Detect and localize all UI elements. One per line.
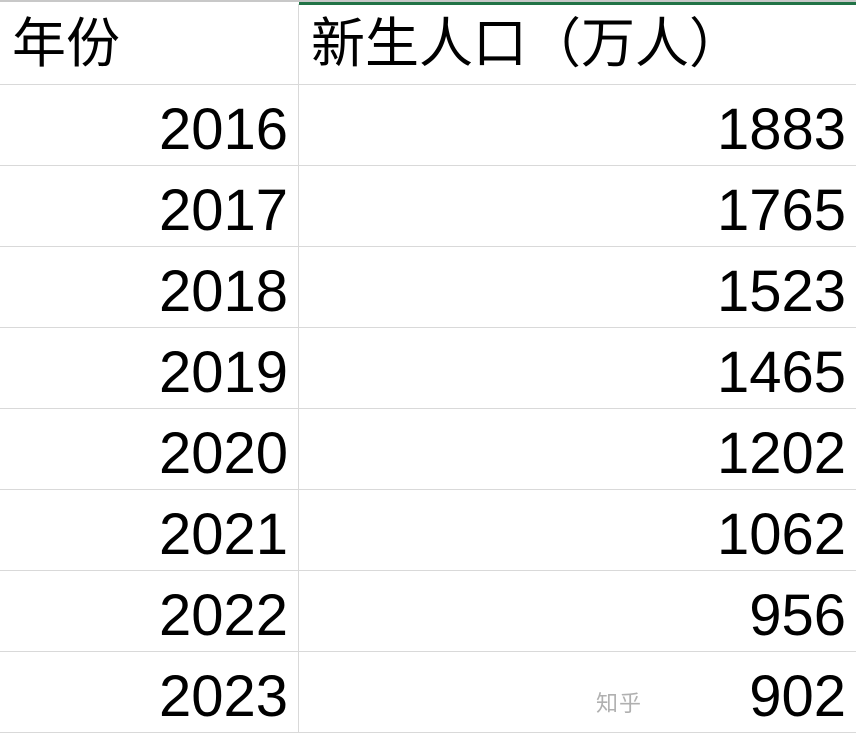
- table-row: 2016 1883: [0, 85, 856, 166]
- table-row: 2017 1765: [0, 166, 856, 247]
- table-row: 2021 1062: [0, 490, 856, 571]
- table-row: 2023 902: [0, 652, 856, 733]
- cell-births[interactable]: 1765: [716, 178, 846, 243]
- cell-births[interactable]: 902: [749, 664, 846, 729]
- cell-births[interactable]: 1202: [716, 421, 846, 486]
- cell-births[interactable]: 1883: [716, 97, 846, 162]
- header-row: 年份 新生人口（万人）: [0, 4, 856, 85]
- cell-year[interactable]: 2016: [0, 85, 299, 165]
- cell-year[interactable]: 2023: [0, 652, 299, 732]
- header-cell-year[interactable]: 年份: [0, 4, 299, 84]
- cell-year[interactable]: 2020: [0, 409, 299, 489]
- cell-year[interactable]: 2021: [0, 490, 299, 570]
- cell-births[interactable]: 1465: [716, 340, 846, 405]
- watermark: 知乎: [596, 691, 643, 716]
- cell-year[interactable]: 2019: [0, 328, 299, 408]
- table-row: 2019 1465: [0, 328, 856, 409]
- table-row: 2018 1523: [0, 247, 856, 328]
- table-row: 2022 956: [0, 571, 856, 652]
- header-cell-births[interactable]: 新生人口（万人）: [311, 14, 743, 74]
- cell-births[interactable]: 1062: [716, 502, 846, 567]
- cell-year[interactable]: 2018: [0, 247, 299, 327]
- cell-births[interactable]: 956: [749, 583, 846, 648]
- column-selection-indicator: [299, 2, 856, 5]
- cell-year[interactable]: 2022: [0, 571, 299, 651]
- table-row: 2020 1202: [0, 409, 856, 490]
- cell-year[interactable]: 2017: [0, 166, 299, 246]
- cell-births[interactable]: 1523: [716, 259, 846, 324]
